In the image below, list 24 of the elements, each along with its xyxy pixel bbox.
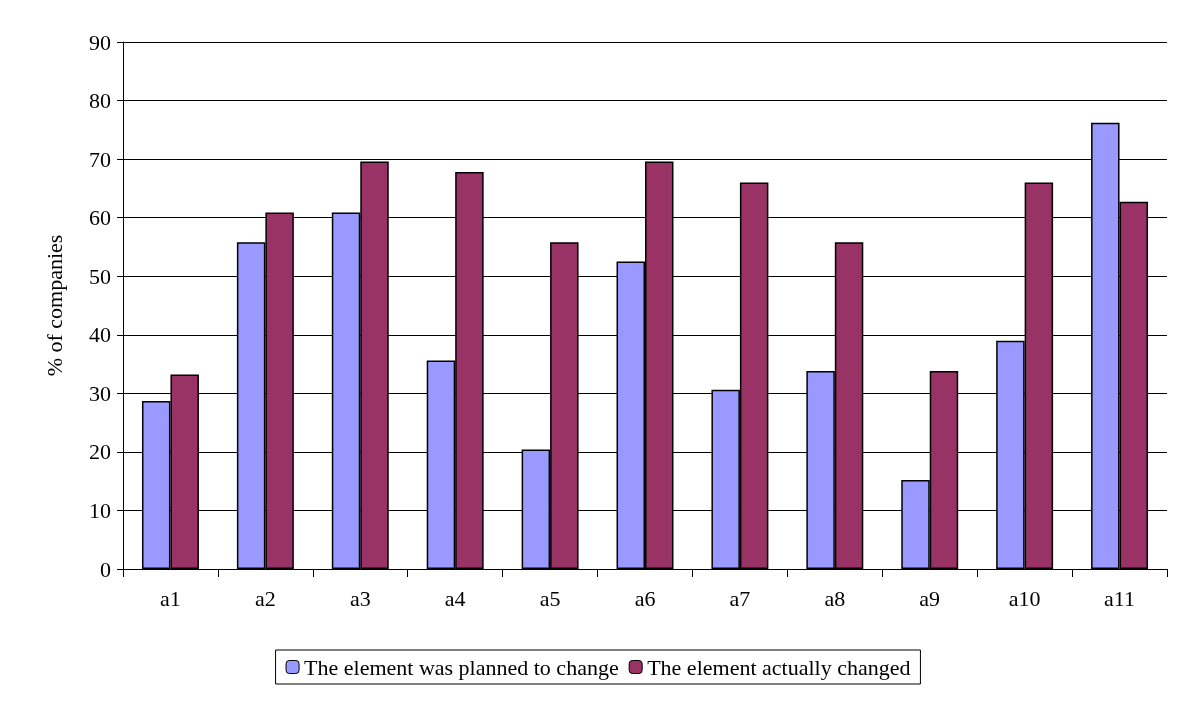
x-tick-label: a4 <box>444 585 466 611</box>
y-tick-label: 0 <box>100 556 111 582</box>
y-tick-label: 80 <box>89 88 111 114</box>
y-axis-title: % of companies <box>41 234 67 377</box>
x-tick-label: a11 <box>1104 585 1136 611</box>
y-tick-label: 10 <box>89 497 111 523</box>
y-tick-label: 90 <box>89 29 111 55</box>
y-tick-label: 70 <box>89 146 111 172</box>
y-tick-label: 30 <box>89 380 111 406</box>
y-tick-label: 60 <box>89 205 111 231</box>
x-tick-label: a7 <box>729 585 751 611</box>
x-tick-label: a2 <box>254 585 276 611</box>
x-tick-label: a6 <box>634 585 656 611</box>
x-tick-label: a8 <box>824 585 846 611</box>
y-tick-label: 50 <box>89 263 111 289</box>
x-tick-label: a5 <box>539 585 561 611</box>
legend-label: The element was planned to change <box>304 654 619 680</box>
x-tick-label: a9 <box>919 585 941 611</box>
y-tick-label: 20 <box>89 439 111 465</box>
x-tick-label: a10 <box>1008 585 1041 611</box>
x-tick-label: a3 <box>349 585 371 611</box>
x-tick-label: a1 <box>160 585 181 611</box>
legend-label: The element actually changed <box>647 654 911 680</box>
y-tick-label: 40 <box>89 322 111 348</box>
